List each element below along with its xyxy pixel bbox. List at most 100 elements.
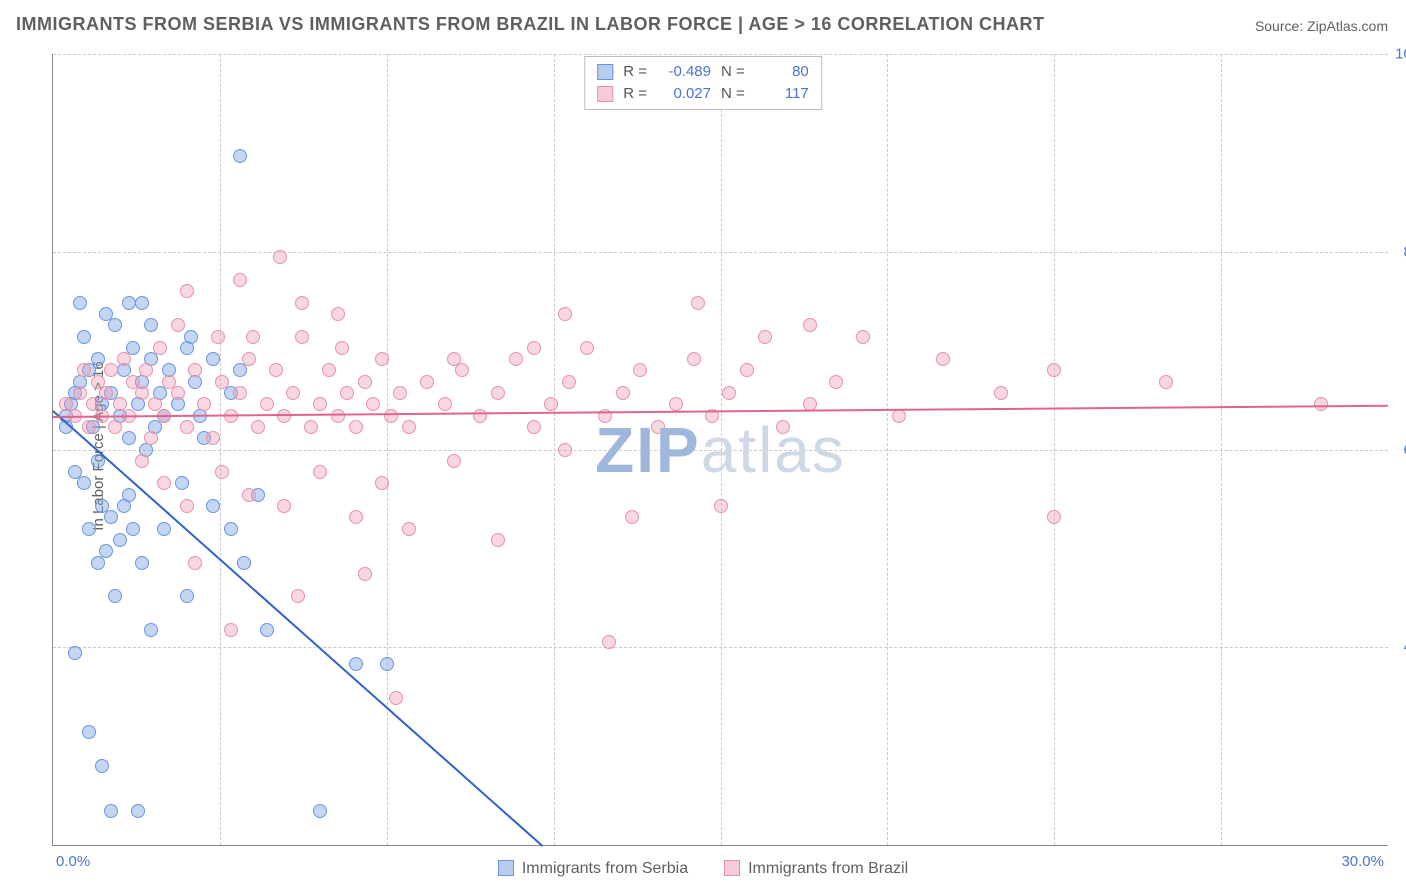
correlation-legend: R =-0.489N =80R =0.027N =117 [584,56,822,110]
point-brazil [188,363,202,377]
point-serbia [122,431,136,445]
legend-n-label: N = [721,61,745,83]
point-brazil [277,499,291,513]
point-brazil [340,386,354,400]
legend-label-serbia: Immigrants from Serbia [522,860,688,877]
point-serbia [180,589,194,603]
point-brazil [358,567,372,581]
gridline-v [887,54,888,845]
point-brazil [180,420,194,434]
point-brazil [527,341,541,355]
point-brazil [714,499,728,513]
point-serbia [82,725,96,739]
point-brazil [358,375,372,389]
point-brazil [144,431,158,445]
point-brazil [616,386,630,400]
point-brazil [197,397,211,411]
point-brazil [562,375,576,389]
point-brazil [211,330,225,344]
point-brazil [206,431,220,445]
point-brazil [246,330,260,344]
point-brazil [384,409,398,423]
gridline-v [220,54,221,845]
point-brazil [233,386,247,400]
point-brazil [829,375,843,389]
legend-n-value: 80 [755,61,809,83]
point-brazil [291,589,305,603]
point-serbia [108,589,122,603]
point-brazil [104,363,118,377]
point-brazil [322,363,336,377]
point-brazil [491,533,505,547]
point-brazil [180,499,194,513]
source-attribution: Source: ZipAtlas.com [1255,18,1388,34]
point-brazil [313,465,327,479]
point-brazil [473,409,487,423]
point-serbia [99,544,113,558]
point-brazil [527,420,541,434]
point-serbia [68,646,82,660]
point-serbia [233,363,247,377]
legend-n-value: 117 [755,83,809,105]
point-brazil [420,375,434,389]
point-brazil [242,488,256,502]
point-brazil [669,397,683,411]
point-brazil [402,420,416,434]
point-brazil [139,363,153,377]
point-brazil [625,510,639,524]
point-serbia [313,804,327,818]
point-brazil [269,363,283,377]
point-brazil [389,691,403,705]
point-brazil [856,330,870,344]
point-brazil [117,352,131,366]
point-brazil [82,420,96,434]
point-serbia [122,488,136,502]
point-brazil [491,386,505,400]
point-brazil [803,318,817,332]
chart-container: IMMIGRANTS FROM SERBIA VS IMMIGRANTS FRO… [0,0,1406,892]
legend-r-value: -0.489 [657,61,711,83]
chart-title: IMMIGRANTS FROM SERBIA VS IMMIGRANTS FRO… [16,14,1045,35]
point-serbia [175,476,189,490]
point-brazil [691,296,705,310]
point-brazil [722,386,736,400]
point-brazil [153,341,167,355]
point-brazil [349,420,363,434]
point-brazil [180,284,194,298]
point-brazil [1047,363,1061,377]
point-serbia [104,510,118,524]
trendline-serbia [52,410,543,847]
gridline-v [387,54,388,845]
point-serbia [260,623,274,637]
point-brazil [558,443,572,457]
point-serbia [126,522,140,536]
point-brazil [171,318,185,332]
point-brazil [936,352,950,366]
swatch-serbia-icon [597,64,613,80]
point-brazil [349,510,363,524]
point-serbia [135,296,149,310]
point-brazil [260,397,274,411]
point-brazil [295,296,309,310]
point-brazil [215,375,229,389]
point-serbia [77,330,91,344]
point-serbia [237,556,251,570]
point-serbia [73,296,87,310]
legend-r-label: R = [623,83,647,105]
point-serbia [91,556,105,570]
point-brazil [393,386,407,400]
point-serbia [157,522,171,536]
point-serbia [104,804,118,818]
legend-item-brazil: Immigrants from Brazil [724,860,908,878]
point-brazil [651,420,665,434]
point-brazil [366,397,380,411]
point-brazil [776,420,790,434]
swatch-brazil [724,860,740,876]
point-brazil [233,273,247,287]
point-brazil [286,386,300,400]
gridline-v [721,54,722,845]
point-serbia [144,318,158,332]
point-brazil [740,363,754,377]
point-serbia [380,657,394,671]
swatch-serbia [498,860,514,876]
